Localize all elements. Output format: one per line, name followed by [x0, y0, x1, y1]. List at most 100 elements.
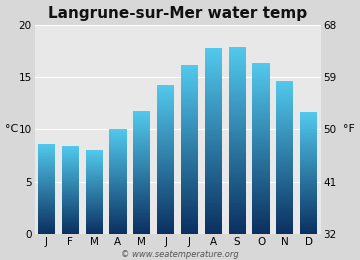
Bar — [157, 173, 174, 174]
Bar — [181, 65, 198, 67]
Bar — [300, 124, 317, 125]
Bar — [229, 128, 246, 129]
Bar — [133, 225, 150, 226]
Bar — [109, 193, 126, 194]
Bar — [252, 96, 270, 97]
Bar — [229, 206, 246, 208]
Bar — [62, 232, 79, 233]
Bar — [157, 211, 174, 212]
Bar — [133, 162, 150, 164]
Bar — [252, 76, 270, 77]
Bar — [133, 115, 150, 116]
Bar — [300, 174, 317, 175]
Bar — [86, 206, 103, 207]
Bar — [229, 101, 246, 102]
Bar — [133, 111, 150, 112]
Bar — [205, 208, 222, 209]
Bar — [300, 187, 317, 188]
Bar — [229, 132, 246, 133]
Bar — [181, 128, 198, 129]
Bar — [276, 168, 293, 170]
Bar — [229, 68, 246, 70]
Bar — [205, 230, 222, 231]
Bar — [181, 201, 198, 202]
Bar — [181, 136, 198, 137]
Bar — [86, 200, 103, 201]
Bar — [157, 207, 174, 208]
Bar — [252, 223, 270, 225]
Bar — [38, 232, 55, 233]
Bar — [157, 220, 174, 221]
Bar — [86, 211, 103, 212]
Bar — [62, 226, 79, 227]
Bar — [86, 213, 103, 214]
Bar — [252, 173, 270, 175]
Bar — [109, 202, 126, 203]
Bar — [300, 153, 317, 154]
Bar — [229, 83, 246, 85]
Bar — [181, 76, 198, 78]
Bar — [157, 190, 174, 191]
Bar — [229, 73, 246, 75]
Bar — [38, 181, 55, 182]
Bar — [86, 194, 103, 195]
Bar — [300, 184, 317, 185]
Bar — [109, 183, 126, 184]
Bar — [252, 206, 270, 208]
Bar — [300, 118, 317, 119]
Bar — [62, 168, 79, 169]
Bar — [133, 224, 150, 225]
Bar — [38, 147, 55, 148]
Bar — [276, 105, 293, 107]
Bar — [109, 205, 126, 206]
Bar — [157, 98, 174, 99]
Bar — [86, 174, 103, 175]
Bar — [300, 196, 317, 197]
Bar — [229, 97, 246, 99]
Bar — [86, 207, 103, 208]
Bar — [62, 223, 79, 224]
Bar — [252, 231, 270, 233]
Bar — [276, 215, 293, 217]
Bar — [86, 219, 103, 220]
Bar — [62, 196, 79, 197]
Bar — [276, 113, 293, 115]
Bar — [229, 163, 246, 164]
Bar — [205, 124, 222, 125]
Bar — [300, 181, 317, 182]
Bar — [252, 81, 270, 83]
Bar — [181, 68, 198, 70]
Bar — [252, 69, 270, 70]
Bar — [157, 229, 174, 230]
Bar — [252, 106, 270, 108]
Bar — [157, 168, 174, 170]
Bar — [86, 220, 103, 221]
Bar — [276, 121, 293, 122]
Bar — [252, 148, 270, 150]
Bar — [229, 218, 246, 219]
Bar — [38, 184, 55, 185]
Bar — [181, 192, 198, 193]
Bar — [133, 231, 150, 232]
Bar — [181, 178, 198, 179]
Bar — [229, 72, 246, 74]
Bar — [109, 214, 126, 215]
Bar — [276, 130, 293, 131]
Bar — [300, 214, 317, 215]
Bar — [133, 159, 150, 160]
Bar — [205, 221, 222, 223]
Bar — [133, 229, 150, 230]
Bar — [252, 83, 270, 85]
Bar — [133, 119, 150, 120]
Bar — [181, 217, 198, 218]
Bar — [86, 216, 103, 217]
Bar — [276, 219, 293, 221]
Bar — [109, 192, 126, 193]
Bar — [229, 92, 246, 94]
Bar — [276, 88, 293, 89]
Bar — [276, 95, 293, 96]
Bar — [300, 171, 317, 172]
Bar — [300, 203, 317, 204]
Bar — [38, 160, 55, 161]
Bar — [62, 146, 79, 147]
